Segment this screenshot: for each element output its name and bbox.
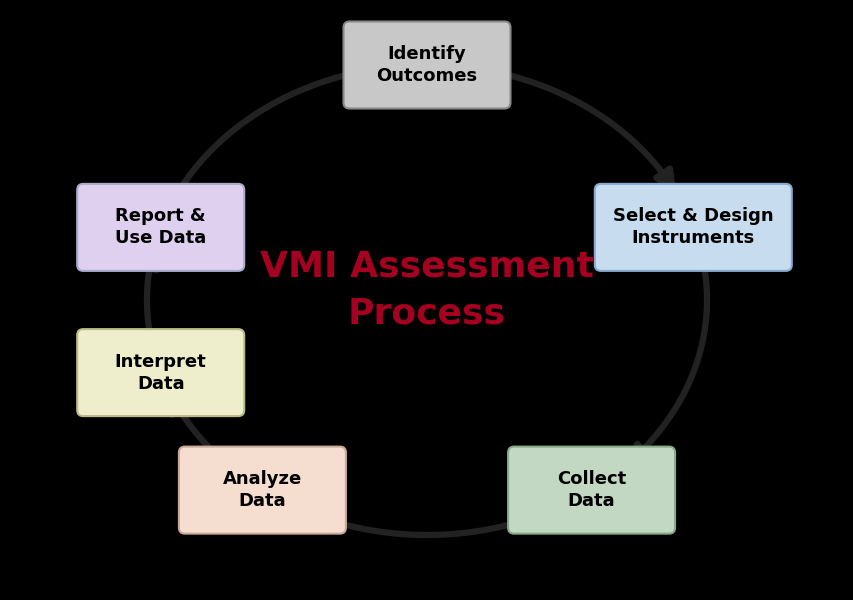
Text: Analyze
Data: Analyze Data (223, 470, 302, 510)
FancyBboxPatch shape (77, 329, 244, 416)
Text: Interpret
Data: Interpret Data (114, 353, 206, 393)
FancyBboxPatch shape (343, 22, 510, 109)
Text: Report &
Use Data: Report & Use Data (115, 207, 206, 247)
FancyBboxPatch shape (77, 184, 244, 271)
Text: Identify
Outcomes: Identify Outcomes (376, 45, 477, 85)
FancyBboxPatch shape (179, 446, 345, 533)
Text: Select & Design
Instruments: Select & Design Instruments (612, 207, 773, 247)
Text: Collect
Data: Collect Data (556, 470, 625, 510)
Text: VMI Assessment
Process: VMI Assessment Process (260, 249, 593, 331)
FancyBboxPatch shape (594, 184, 791, 271)
FancyBboxPatch shape (508, 446, 674, 533)
